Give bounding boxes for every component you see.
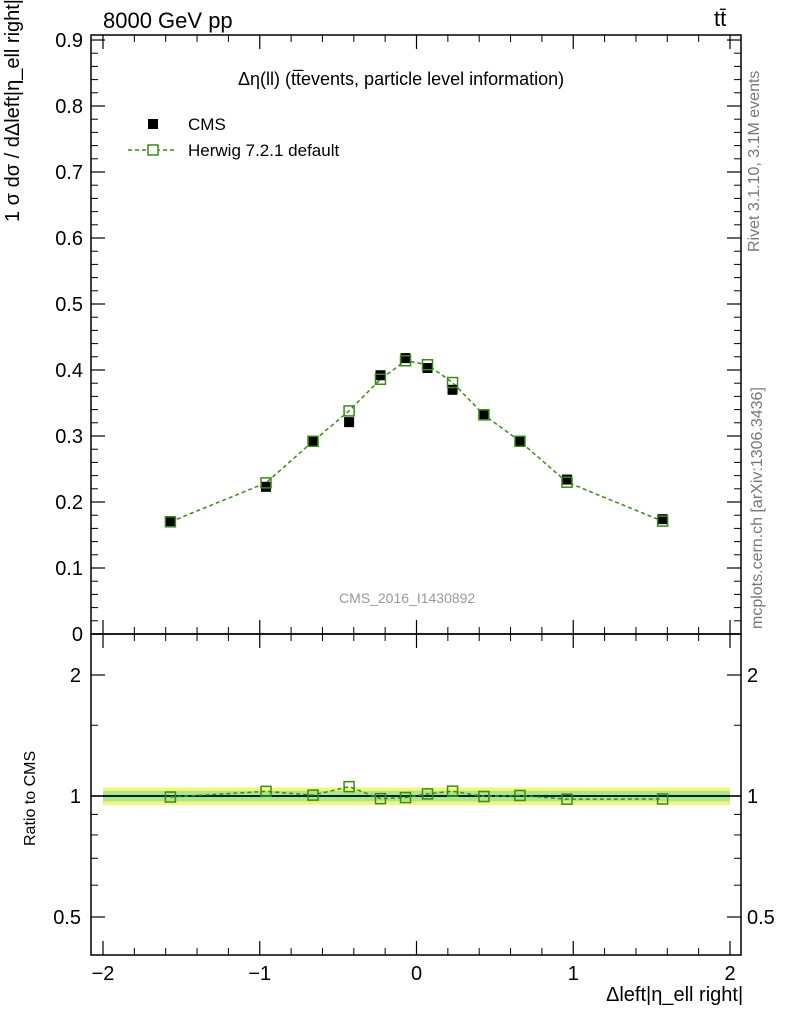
ratio-y-axis-label: Ratio to CMS — [22, 750, 39, 846]
main-y-tick-label: 0.1 — [55, 558, 83, 580]
main-y-tick-label: 0 — [72, 624, 83, 646]
energy-label: 8000 GeV pp — [103, 8, 233, 33]
ratio-herwig-point — [421, 788, 434, 800]
cms-data-point — [400, 353, 411, 364]
main-y-tick-label: 0.3 — [55, 426, 83, 448]
main-y-tick-label: 0.7 — [55, 162, 83, 184]
ratio-herwig-point — [399, 791, 412, 804]
cms-data-point — [657, 514, 668, 525]
cms-data-point — [375, 370, 386, 381]
ratio-y-tick-label: 0.5 — [53, 907, 81, 929]
y-label-dsigma: dσ — [2, 163, 24, 188]
cms-data-point — [308, 436, 319, 447]
herwig-data-point — [343, 405, 355, 417]
herwig-data-point — [421, 358, 434, 371]
ratio-herwig-point — [478, 790, 490, 803]
cms-data-point — [422, 363, 433, 374]
main-y-tick-label: 0.6 — [55, 228, 83, 250]
ratio-herwig-point — [343, 780, 355, 793]
chart-ticks: 0 0.1 0.2 0.3 0.4 0.5 0.6 0.7 0.8 0.9 −2 −1 0 1 2 0.5 0.… — [53, 30, 775, 985]
cms-data-point — [447, 384, 458, 395]
cms-data-point — [561, 474, 572, 485]
x-tick-label: −1 — [248, 963, 271, 985]
herwig-data-point — [260, 477, 272, 489]
legend-marker-cms — [148, 119, 158, 129]
herwig-data-point — [656, 515, 669, 527]
x-tick-label: 2 — [724, 963, 735, 985]
main-y-tick-label: 0.4 — [55, 360, 83, 382]
ratio-herwig-point — [164, 791, 177, 803]
x-tick-label: −2 — [92, 963, 115, 985]
herwig-data-point — [478, 409, 490, 421]
ratio-herwig-point — [260, 785, 272, 798]
herwig-data-point — [399, 355, 412, 367]
ratio-y-tick-label-right: 1 — [747, 786, 758, 808]
ratio-y-tick-label: 1 — [70, 786, 81, 808]
ratio-herwig-point — [446, 785, 459, 797]
herwig-data-point — [374, 373, 387, 385]
ratio-herwig-line — [170, 785, 663, 800]
x-axis-label: Δleft|η_ell right| — [606, 984, 744, 1006]
ratio-y-tick-label: 2 — [70, 665, 81, 687]
ratio-herwig-point — [514, 789, 526, 802]
process-label: tt̄ — [714, 6, 727, 31]
ratio-herwig-point — [307, 789, 319, 801]
main-y-tick-label: 0.8 — [55, 96, 83, 118]
ratio-series-layer — [164, 780, 669, 805]
y-label-sigma: σ — [2, 192, 24, 206]
plot-title: Δη(ll) (tt̅events, particle level inform… — [238, 69, 565, 89]
ratio-y-tick-label-right: 0.5 — [747, 907, 775, 929]
herwig-line — [170, 359, 663, 523]
y-label-one: 1 — [2, 210, 24, 222]
cms-data-point — [344, 417, 355, 428]
ratio-herwig-point — [374, 792, 387, 805]
legend-label-cms: CMS — [188, 115, 226, 134]
herwig-data-point — [446, 376, 459, 389]
herwig-data-point — [561, 476, 573, 488]
herwig-data-point — [307, 435, 319, 448]
cms-data-point — [478, 409, 489, 420]
cms-data-point — [261, 481, 272, 492]
legend-label-herwig: Herwig 7.2.1 default — [188, 141, 340, 160]
analysis-watermark: CMS_2016_I1430892 — [339, 590, 476, 606]
chart-axes — [90, 34, 742, 956]
x-tick-label: 1 — [568, 963, 579, 985]
legend-marker-herwig — [147, 144, 159, 156]
ratio-herwig-point — [561, 793, 573, 805]
main-y-tick-label: 0.9 — [55, 30, 83, 52]
main-series-layer — [164, 353, 669, 528]
mcplots-reference-label: mcplots.cern.ch [arXiv:1306.3436] — [749, 387, 766, 629]
rivet-version-label: Rivet 3.1.10, 3.1M events — [746, 70, 763, 252]
ratio-y-tick-label-right: 2 — [747, 665, 758, 687]
cms-data-point — [514, 436, 525, 447]
ratio-herwig-point — [656, 793, 669, 805]
main-y-tick-label: 0.2 — [55, 492, 83, 514]
y-label-deta: dΔleft|η_ell right| — [2, 0, 24, 148]
ratio-uncertainty-bands — [91, 787, 741, 805]
herwig-data-point — [164, 516, 177, 528]
x-tick-label: 0 — [411, 963, 422, 985]
legend-markers — [128, 119, 176, 156]
herwig-data-point — [514, 435, 526, 448]
main-y-axis-label: 1 σ dσ / dΔleft|η_ell right| — [2, 0, 24, 222]
main-y-tick-label: 0.5 — [55, 294, 83, 316]
cms-data-point — [165, 516, 176, 527]
